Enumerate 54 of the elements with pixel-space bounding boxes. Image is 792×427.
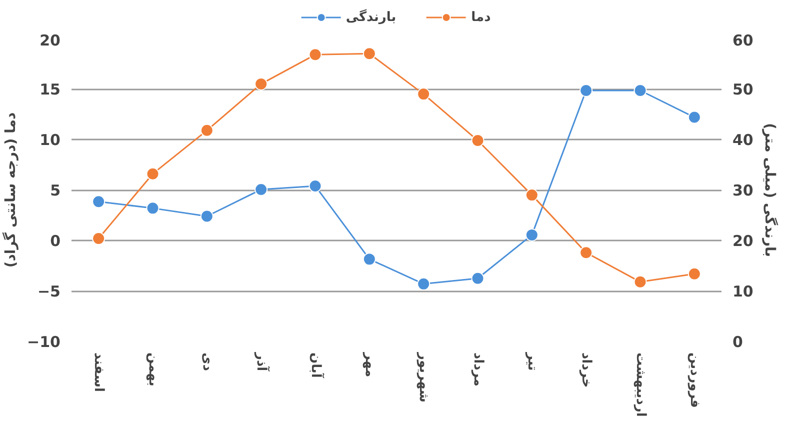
- x-tick-label: مرداد: [470, 352, 486, 386]
- legend-label: بارندگی: [346, 10, 396, 24]
- point: [146, 167, 160, 180]
- x-tick-label: آبان: [308, 352, 325, 378]
- y-tick-label: 20: [40, 32, 60, 50]
- x-tick-label: دی: [199, 352, 214, 372]
- y2-tick-label: 50: [732, 80, 754, 98]
- y-tick-label: 10: [40, 131, 60, 149]
- point: [417, 277, 430, 290]
- point: [417, 88, 430, 101]
- point: [146, 202, 160, 215]
- y2-tick-label: 10: [732, 282, 754, 300]
- point: [200, 210, 214, 223]
- point: [471, 134, 484, 147]
- point: [525, 188, 538, 202]
- y2-tick-label: 60: [732, 32, 754, 50]
- point: [688, 110, 701, 124]
- point: [525, 228, 538, 242]
- point: [92, 195, 106, 208]
- point: [362, 252, 376, 266]
- y-tick-label: −10: [27, 333, 61, 351]
- y-tick-label: 5: [50, 182, 60, 200]
- point: [200, 124, 214, 137]
- point: [308, 179, 322, 192]
- y-axis-title: دما (درجه سانتی گراد): [2, 112, 20, 268]
- point: [634, 275, 647, 288]
- x-tick-label: آذر: [254, 352, 271, 372]
- point: [634, 84, 647, 98]
- y2-tick-label: 30: [732, 182, 754, 200]
- point: [580, 246, 593, 260]
- point: [688, 267, 701, 280]
- x-tick-label: اسفند: [91, 352, 106, 392]
- point: [308, 48, 322, 62]
- y-tick-label: 15: [40, 80, 60, 98]
- y-tick-label: 0: [50, 232, 60, 250]
- x-tick-label: مهر: [362, 352, 377, 378]
- y2-tick-label: 40: [732, 131, 754, 149]
- point: [471, 272, 484, 285]
- y-tick-label: −5: [37, 282, 61, 300]
- x-tick-label: فروردین: [686, 352, 702, 408]
- point: [254, 77, 268, 90]
- legend-label: دما: [471, 10, 492, 24]
- point: [254, 183, 268, 196]
- x-tick-label: اردیبهشت: [632, 352, 648, 417]
- point: [362, 47, 376, 60]
- x-tick-label: خرداد: [578, 352, 594, 388]
- x-tick-label: بهمن: [145, 352, 160, 386]
- point: [580, 84, 593, 98]
- point: [92, 232, 106, 245]
- x-tick-label: شهریور: [416, 352, 432, 402]
- y2-tick-label: 20: [732, 232, 754, 250]
- x-tick-label: تیر: [524, 352, 540, 371]
- y2-axis-title: بارندگی (میلی متر): [761, 122, 778, 258]
- y2-tick-label: 0: [732, 333, 743, 351]
